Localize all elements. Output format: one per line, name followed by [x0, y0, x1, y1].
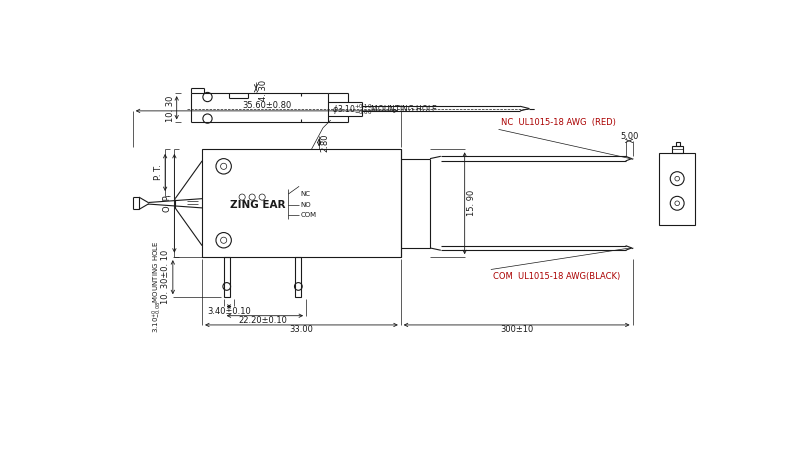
- Text: 22.20±0.10: 22.20±0.10: [238, 316, 287, 325]
- Text: 33.00: 33.00: [290, 325, 314, 334]
- Bar: [224, 257, 230, 297]
- Bar: [672, 146, 682, 153]
- Text: 300±10: 300±10: [500, 325, 534, 334]
- Text: $\phi$3.10$^{+0.10}_{-0.00}$MOUNTING HOLE: $\phi$3.10$^{+0.10}_{-0.00}$MOUNTING HOL…: [332, 102, 438, 117]
- Text: 35.60±0.80: 35.60±0.80: [242, 101, 291, 110]
- Bar: [202, 149, 401, 257]
- Text: ZING EAR: ZING EAR: [230, 200, 286, 210]
- Bar: [295, 257, 302, 297]
- Text: 15. 90: 15. 90: [467, 190, 476, 216]
- Text: NC: NC: [301, 191, 310, 197]
- Text: 3.10$^{+0}_{-0.08}$MOUNTING HOLE: 3.10$^{+0}_{-0.08}$MOUNTING HOLE: [150, 240, 164, 333]
- Bar: [676, 142, 679, 146]
- Text: 5.00: 5.00: [620, 132, 638, 141]
- Text: 10. 30: 10. 30: [166, 95, 175, 122]
- Bar: [659, 153, 695, 225]
- Text: NC  UL1015-18 AWG  (RED): NC UL1015-18 AWG (RED): [501, 118, 616, 127]
- Text: COM  UL1015-18 AWG(BLACK): COM UL1015-18 AWG(BLACK): [493, 272, 621, 281]
- Text: NO: NO: [301, 202, 311, 208]
- Text: 2.80: 2.80: [321, 133, 330, 152]
- Text: 3.40±0.10: 3.40±0.10: [207, 307, 251, 316]
- Text: COM: COM: [301, 212, 317, 218]
- Text: 4. 30: 4. 30: [259, 79, 268, 101]
- Text: O. P.: O. P.: [163, 195, 172, 212]
- Text: 10. 30±0. 10: 10. 30±0. 10: [162, 250, 170, 304]
- Text: P. T.: P. T.: [154, 164, 162, 180]
